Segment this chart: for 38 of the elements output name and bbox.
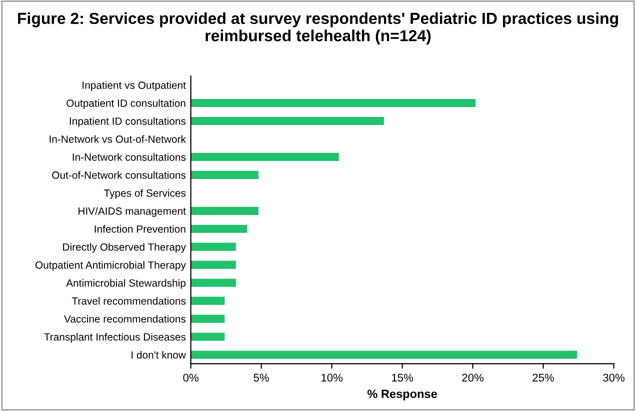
chart-title: Figure 2: Services provided at survey respondents' Pediatric ID practices using reimbursed telehealth (n=124)	[18, 12, 618, 44]
y-tick-label: Antimicrobial Stewardship	[66, 279, 186, 289]
y-tick-label: Outpatient ID consultation	[66, 99, 186, 109]
y-tick-label: Transplant Infectious Diseases	[44, 332, 186, 343]
y-tick-label: Out-of-Network consultations	[52, 171, 186, 179]
bar	[190, 260, 236, 269]
x-tick-label: 0%	[183, 374, 198, 382]
y-tick-label: Infection Prevention	[94, 225, 186, 233]
bar	[190, 206, 258, 215]
y-tick-label: Inpatient vs Outpatient	[82, 81, 186, 91]
y-tick-label: Types of Services	[104, 189, 186, 199]
x-tick-label: 5%	[254, 374, 269, 382]
bar	[190, 170, 258, 179]
bar	[190, 242, 236, 251]
bar	[190, 224, 248, 233]
y-tick-label: Travel recommendations	[72, 297, 186, 305]
y-tick-label: In-Network consultations	[72, 153, 186, 161]
x-tick-label: 25%	[532, 374, 554, 382]
bar	[190, 116, 384, 126]
x-tick-label: 20%	[462, 374, 484, 382]
x-tick-label: 10%	[322, 374, 343, 382]
y-tick-label: Vaccine recommendations	[64, 315, 186, 323]
x-tick-label: 30%	[603, 374, 624, 382]
y-tick-label: In-Network vs Out-of-Network	[50, 135, 186, 143]
bar	[190, 350, 578, 359]
bar	[190, 98, 476, 108]
y-tick-label: Directly Observed Therapy	[63, 243, 186, 253]
y-tick-label: I don't know	[132, 350, 186, 359]
y-tick-label: Inpatient ID consultations	[70, 117, 186, 127]
y-tick-label: Outpatient Antimicrobial Therapy	[36, 261, 186, 271]
x-tick-label: 15%	[392, 374, 413, 382]
y-tick-label: HIV/AIDS management	[78, 207, 186, 217]
bar	[190, 296, 225, 305]
bar	[190, 332, 225, 341]
bar	[190, 152, 339, 161]
x-axis-title: % Response	[367, 390, 437, 400]
bar	[190, 314, 225, 323]
bar	[190, 278, 236, 287]
